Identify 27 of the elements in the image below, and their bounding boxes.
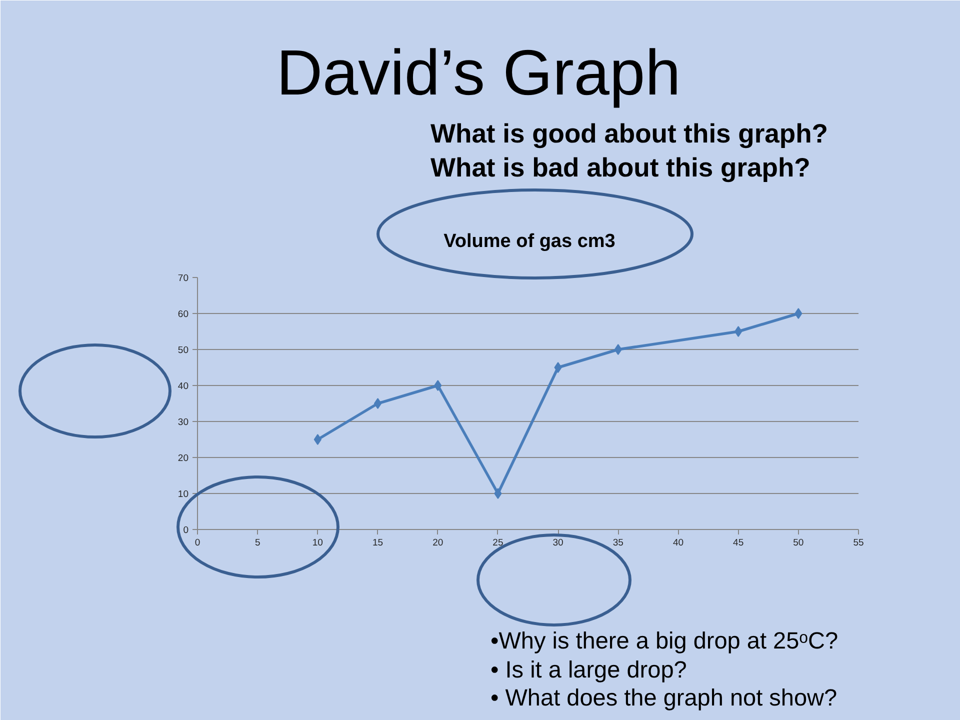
x-tick-label: 15 [372, 538, 384, 548]
y-tick-label: 0 [183, 525, 189, 536]
y-tick-label: 20 [178, 453, 189, 464]
x-tick-label: 0 [194, 538, 200, 548]
y-tick-label: 10 [178, 489, 189, 500]
y-tick-label: 70 [178, 273, 189, 284]
x-tick-label: 5 [254, 538, 260, 548]
x-tick-label: 45 [733, 538, 744, 548]
text: •Why is there a big drop at 25ᵒC? [490, 628, 838, 654]
x-tick-label: 25 [492, 538, 504, 548]
x-tick-label: 40 [672, 538, 684, 548]
text: • Is it a large drop? [490, 656, 687, 682]
y-tick-label: 30 [178, 417, 189, 428]
chart-subtitle: Volume of gas cm3 [444, 231, 616, 252]
x-tick-label: 30 [552, 538, 564, 548]
x-tick-label: 50 [793, 538, 804, 548]
chart-title: David’s Graph [276, 36, 681, 108]
y-tick-label: 50 [178, 345, 189, 356]
x-tick-label: 20 [432, 538, 444, 548]
text: What is good about this graph? [430, 118, 828, 148]
x-tick-label: 35 [612, 538, 624, 548]
y-tick-label: 40 [178, 381, 189, 392]
x-tick-label: 10 [312, 538, 323, 548]
x-tick-label: 55 [853, 538, 864, 548]
y-tick-label: 60 [178, 309, 189, 320]
text: • What does the graph not show? [490, 684, 838, 710]
text: What is bad about this graph? [430, 152, 810, 182]
